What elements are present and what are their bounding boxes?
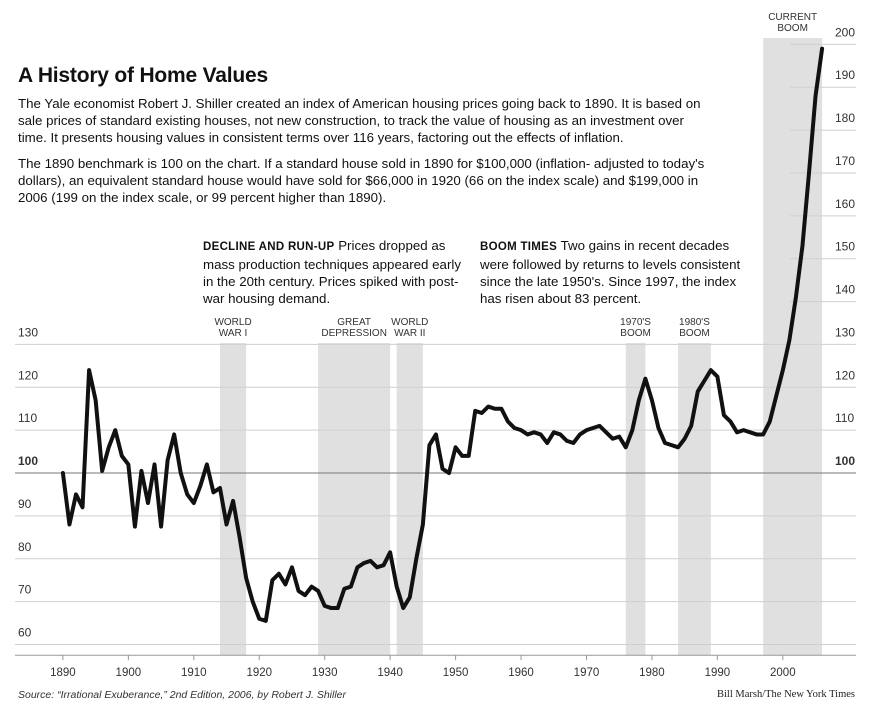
chart-title: A History of Home Values [18, 64, 268, 87]
x-tick-label: 1920 [246, 667, 272, 679]
x-tick-label: 1960 [508, 667, 534, 679]
x-tick-label: 1900 [116, 667, 142, 679]
y-tick-label: 130 [835, 325, 855, 339]
annotation-text: Prices dropped as mass production techni… [203, 238, 461, 306]
y-tick-label: 200 [835, 25, 855, 39]
y-tick-label: 130 [18, 325, 38, 339]
y-tick-label: 70 [18, 583, 32, 597]
y-tick-label: 120 [18, 368, 38, 382]
period-label: GREAT [337, 317, 371, 328]
intro-paragraph: The 1890 benchmark is 100 on the chart. … [18, 156, 705, 205]
x-tick-label: 1990 [705, 667, 731, 679]
annotation: DECLINE AND RUN-UP Prices dropped as mas… [203, 237, 461, 307]
x-tick-label: 2000 [770, 667, 796, 679]
y-tick-label: 160 [835, 197, 855, 211]
period-label: BOOM [777, 23, 808, 34]
period-label: BOOM [620, 328, 651, 339]
y-tick-label: 170 [835, 154, 855, 168]
y-tick-label: 140 [835, 283, 855, 297]
x-tick-label: 1950 [443, 667, 469, 679]
data-line [60, 46, 825, 623]
x-tick-label: 1890 [50, 667, 76, 679]
period-label: BOOM [679, 328, 710, 339]
annotation-heading: DECLINE AND RUN-UP [203, 241, 335, 253]
period-band [396, 343, 423, 656]
source: Source: “Irrational Exuberance,” 2nd Edi… [18, 689, 347, 701]
period-label: CURRENT [768, 12, 817, 23]
y-tick-label: 110 [835, 411, 854, 425]
y-tick-label: 100 [835, 454, 855, 468]
annotation-text: Two gains in recent decades were followe… [480, 238, 741, 306]
period-label: WORLD [391, 317, 428, 328]
period-label: 1970'S [620, 317, 651, 328]
credit: Bill Marsh/The New York Times [717, 689, 855, 700]
period-band [318, 343, 391, 656]
x-tick-label: 1980 [639, 667, 665, 679]
y-tick-label: 190 [835, 68, 855, 82]
intro-paragraph: The Yale economist Robert J. Shiller cre… [18, 96, 701, 145]
y-tick-label: 180 [835, 111, 855, 125]
y-tick-label: 60 [18, 625, 32, 639]
y-tick-label: 90 [18, 497, 32, 511]
y-tick-label: 80 [18, 540, 32, 554]
x-tick-label: 1970 [574, 667, 600, 679]
period-label: WAR I [219, 328, 248, 339]
annotation-heading: BOOM TIMES [480, 241, 558, 253]
y-tick-label: 100 [18, 454, 38, 468]
y-tick-label: 150 [835, 240, 855, 254]
period-label: WORLD [214, 317, 251, 328]
period-label: DEPRESSION [321, 328, 387, 339]
y-tick-label: 110 [18, 411, 37, 425]
x-tick-label: 1930 [312, 667, 338, 679]
y-tick-label: 120 [835, 368, 855, 382]
annotation: BOOM TIMES Two gains in recent decades w… [480, 237, 750, 307]
x-tick-label: 1910 [181, 667, 207, 679]
period-label: WAR II [394, 328, 425, 339]
period-band [625, 343, 646, 656]
period-band [678, 343, 711, 656]
x-tick-label: 1940 [377, 667, 403, 679]
period-label: 1980'S [679, 317, 710, 328]
